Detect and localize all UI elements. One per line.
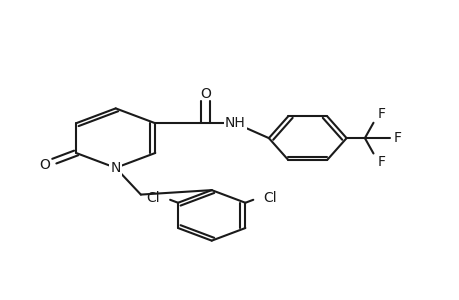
Text: N: N bbox=[110, 161, 121, 175]
Text: F: F bbox=[376, 107, 384, 121]
Text: O: O bbox=[39, 158, 50, 172]
Text: F: F bbox=[393, 131, 401, 145]
Text: Cl: Cl bbox=[146, 191, 160, 205]
Text: Cl: Cl bbox=[263, 191, 276, 205]
Text: O: O bbox=[200, 86, 211, 100]
Text: F: F bbox=[376, 155, 384, 169]
Text: NH: NH bbox=[224, 116, 245, 130]
